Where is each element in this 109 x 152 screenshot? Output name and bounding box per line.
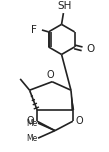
Text: O: O — [27, 116, 34, 126]
Text: SH: SH — [57, 1, 72, 11]
Text: Me: Me — [26, 119, 37, 128]
Text: O: O — [76, 116, 83, 126]
Text: O: O — [87, 44, 95, 54]
Text: O: O — [46, 70, 54, 80]
Text: Me: Me — [26, 134, 37, 143]
Text: F: F — [31, 25, 37, 35]
Polygon shape — [71, 90, 74, 110]
